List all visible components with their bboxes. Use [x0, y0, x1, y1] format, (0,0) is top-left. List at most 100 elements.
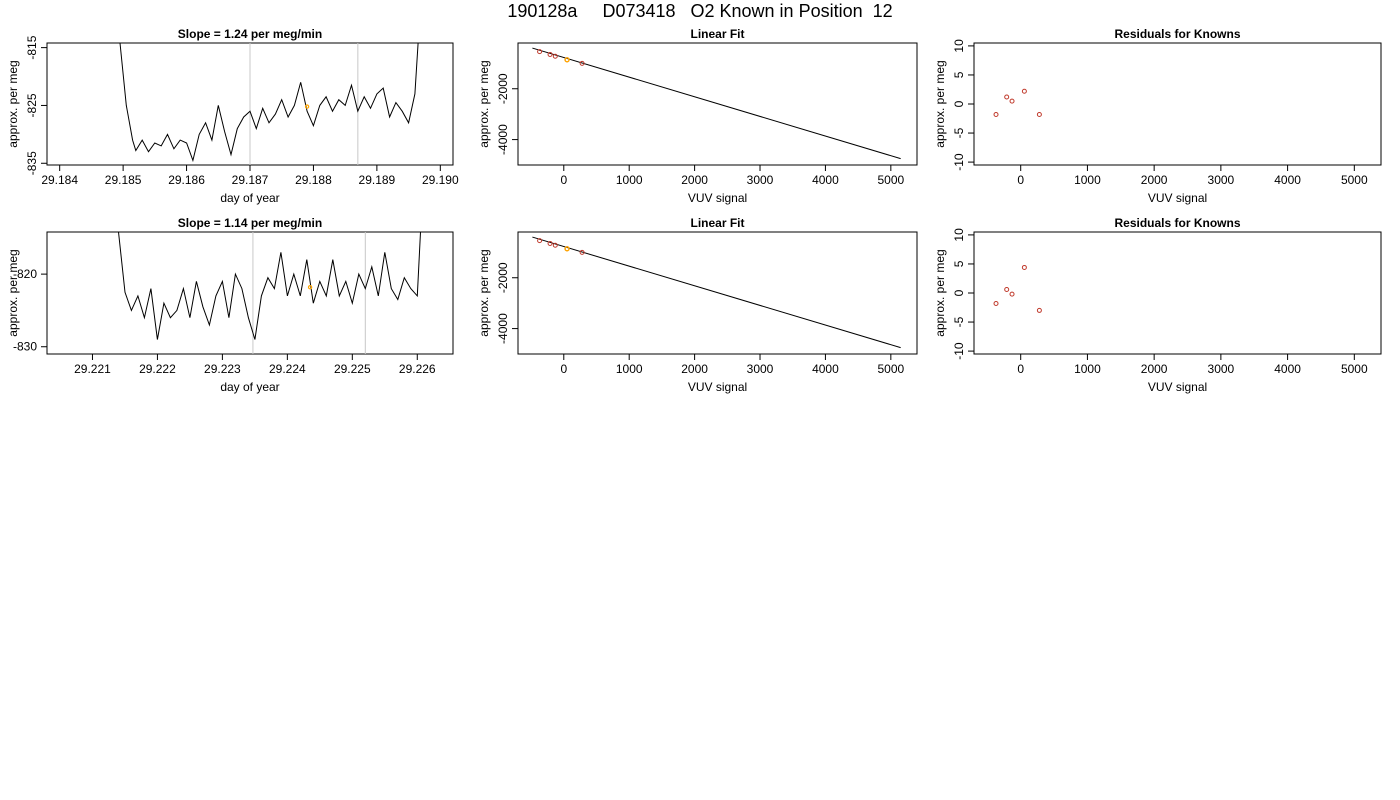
x-tick-label: 1000: [1074, 173, 1101, 187]
current-value-point: [304, 104, 310, 109]
known-point: [547, 51, 553, 57]
known-point: [1004, 287, 1010, 293]
known-point: [579, 60, 585, 66]
x-tick-label: 29.225: [334, 362, 371, 376]
known-point: [1009, 291, 1015, 297]
x-tick-label: 2000: [681, 173, 708, 187]
y-tick-label: -5: [952, 316, 966, 327]
x-tick-label: 29.185: [105, 173, 142, 187]
y-axis-label: approx. per meg: [933, 60, 947, 147]
plot-frame: [973, 42, 1382, 166]
current-value-point: [307, 284, 313, 290]
y-tick-label: -825: [25, 93, 39, 117]
known-point: [1009, 98, 1015, 104]
known-point: [537, 49, 543, 55]
series-line: [119, 43, 419, 163]
chart-title: Slope = 1.14 per meg/min: [178, 216, 322, 230]
y-tick-label: -10: [952, 342, 966, 360]
known-point: [552, 53, 558, 59]
y-axis-label: approx. per meg: [477, 60, 491, 147]
y-tick-label: 0: [952, 289, 966, 296]
known-point: [1004, 94, 1010, 100]
x-tick-label: 29.222: [139, 362, 176, 376]
x-tick-label: 29.224: [269, 362, 306, 376]
chart-panel-p5: Linear Fit 0 1000 2000 3000 4000 5000 -2000 -400…: [477, 216, 918, 394]
y-tick-label: 10: [952, 39, 966, 53]
x-tick-label: 3000: [747, 173, 774, 187]
y-tick-label: -10: [952, 153, 966, 171]
chart-panel-p2: Linear Fit 0 1000 2000 3000 4000 5000 -2000 -400…: [477, 27, 918, 205]
x-tick-label: 29.184: [41, 173, 78, 187]
x-tick-label: 2000: [1141, 173, 1168, 187]
plot-area: [532, 236, 901, 349]
x-tick-label: 29.188: [295, 173, 332, 187]
x-tick-label: 0: [1017, 173, 1024, 187]
known-point: [547, 240, 553, 246]
plot-frame: [973, 231, 1382, 355]
y-tick-label: 5: [952, 71, 966, 78]
x-axis-label: day of year: [220, 380, 279, 394]
x-axis-label: VUV signal: [688, 380, 747, 394]
sample-point: [564, 57, 570, 63]
y-tick-label: -2000: [496, 73, 510, 104]
known-point: [993, 111, 999, 117]
x-tick-label: 2000: [681, 362, 708, 376]
known-point: [552, 242, 558, 248]
y-tick-label: -2000: [496, 262, 510, 293]
y-tick-label: -835: [25, 151, 39, 175]
known-point: [993, 300, 999, 306]
y-tick-label: -4000: [496, 124, 510, 155]
y-axis-label: approx. per meg: [933, 249, 947, 336]
known-point: [1036, 111, 1042, 117]
x-axis-label: VUV signal: [1148, 380, 1207, 394]
y-tick-label: -815: [25, 35, 39, 59]
x-tick-label: 3000: [1208, 362, 1235, 376]
x-tick-label: 29.186: [168, 173, 205, 187]
x-tick-label: 0: [560, 173, 567, 187]
x-tick-label: 5000: [877, 362, 904, 376]
chart-title: Slope = 1.24 per meg/min: [178, 27, 322, 41]
fit-line: [532, 236, 901, 349]
chart-panel-p6: Residuals for Knowns 0 1000 2000 3000 4000 500…: [933, 216, 1382, 394]
y-tick-label: 10: [952, 228, 966, 242]
x-axis-label: VUV signal: [688, 191, 747, 205]
x-tick-label: 5000: [877, 173, 904, 187]
page-title: 190128a D073418 O2 Known in Position 12: [507, 1, 893, 21]
chart-panel-p4: Slope = 1.14 per meg/min 29.221 29.222 29.2…: [6, 216, 454, 394]
sample-point: [564, 246, 570, 252]
y-axis-label: approx. per meg: [6, 249, 20, 336]
fit-line: [532, 47, 901, 160]
plot-frame: [46, 231, 454, 355]
chart-panel-p3: Residuals for Knowns 0 1000 2000 3000 4000 500…: [933, 27, 1382, 205]
x-tick-label: 2000: [1141, 362, 1168, 376]
x-tick-label: 29.226: [399, 362, 436, 376]
plot-frame: [517, 42, 918, 166]
known-point: [1036, 307, 1042, 313]
x-tick-label: 4000: [812, 173, 839, 187]
x-tick-label: 0: [1017, 362, 1024, 376]
plot-area: [119, 43, 419, 165]
y-tick-label: 5: [952, 260, 966, 267]
x-tick-label: 1000: [1074, 362, 1101, 376]
x-tick-label: 29.187: [232, 173, 269, 187]
plot-frame: [517, 231, 918, 355]
x-tick-label: 1000: [616, 362, 643, 376]
plot-area: [993, 264, 1042, 313]
x-tick-label: 3000: [1208, 173, 1235, 187]
y-axis-label: approx. per meg: [477, 249, 491, 336]
chart-panel-p1: Slope = 1.24 per meg/min 29.184 29.185 29.1…: [6, 27, 459, 205]
x-tick-label: 5000: [1341, 362, 1368, 376]
x-tick-label: 0: [560, 362, 567, 376]
chart-title: Residuals for Knowns: [1114, 216, 1240, 230]
x-tick-label: 29.189: [359, 173, 396, 187]
y-tick-label: -5: [952, 127, 966, 138]
known-point: [537, 238, 543, 244]
x-tick-label: 29.221: [74, 362, 111, 376]
y-tick-label: -830: [13, 340, 37, 354]
y-axis-label: approx. per meg: [6, 60, 20, 147]
chart-title: Linear Fit: [690, 216, 744, 230]
x-tick-label: 3000: [747, 362, 774, 376]
x-tick-label: 4000: [1274, 173, 1301, 187]
known-point: [1021, 264, 1027, 270]
